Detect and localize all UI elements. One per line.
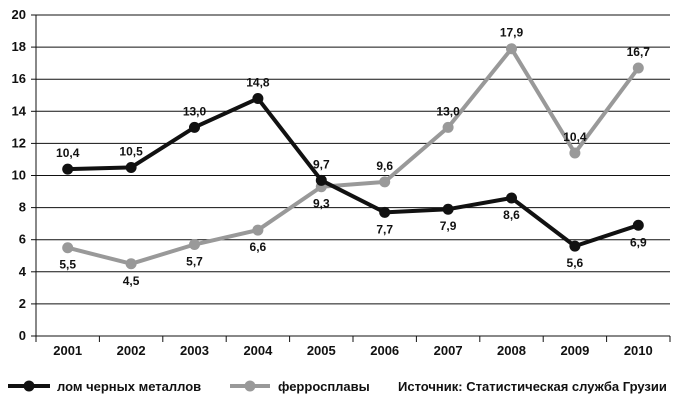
data-point-0 [569, 240, 581, 252]
data-label-0: 14,8 [246, 75, 270, 89]
data-labels: 10,4 10,5 13,0 14,8 9,7 7,7 7,9 8,6 5,6 6,9 5,5 4,5… [56, 26, 650, 288]
data-label-1: 9,3 [313, 197, 330, 211]
legend-swatch-marker [23, 380, 35, 392]
data-point-0 [252, 92, 264, 104]
x-tick-label: 2001 [53, 343, 82, 358]
series-line-0 [67, 96, 639, 249]
data-label-0: 7,7 [376, 222, 393, 236]
data-label-1: 16,7 [627, 45, 651, 59]
legend-label: ферросплавы [278, 379, 370, 394]
data-point-1 [442, 121, 454, 133]
data-point-1 [506, 43, 517, 55]
x-tick-label: 2008 [497, 343, 526, 358]
x-tick-label: 2006 [370, 343, 399, 358]
x-axis-ticks: 2001 2002 2003 2004 2005 2006 2007 2008 2009 2010 [53, 343, 653, 358]
y-tick-label: 10 [12, 168, 26, 183]
series-layer [62, 43, 644, 270]
data-label-0: 6,9 [630, 235, 647, 249]
y-axis-ticks: 0 2 4 6 8 10 12 14 16 18 20 [12, 7, 27, 343]
data-point-0 [315, 174, 327, 186]
data-point-1 [125, 258, 137, 270]
data-label-0: 13,0 [183, 104, 207, 118]
x-tick-label: 2010 [624, 343, 653, 358]
data-label-1: 10,4 [563, 130, 587, 144]
data-point-0 [189, 121, 200, 133]
x-tick-label: 2002 [117, 343, 146, 358]
data-label-1: 5,7 [186, 255, 203, 269]
y-tick-label: 4 [19, 264, 27, 279]
data-label-1: 5,5 [59, 258, 76, 272]
grid [31, 14, 671, 342]
data-label-0: 8,6 [503, 208, 520, 222]
data-point-1 [379, 176, 391, 188]
y-tick-label: 16 [12, 71, 26, 86]
data-point-1 [569, 147, 581, 159]
data-label-0: 10,4 [56, 146, 80, 160]
source-note: Источник: Статистическая служба Грузии [398, 379, 667, 394]
data-point-0 [125, 161, 137, 173]
series-line-1 [67, 46, 640, 266]
data-label-1: 13,0 [436, 104, 460, 118]
legend-label: лом черных металлов [57, 379, 201, 394]
x-tick-label: 2004 [243, 343, 273, 358]
y-tick-label: 8 [19, 200, 26, 215]
data-label-0: 5,6 [567, 256, 584, 270]
data-point-0 [62, 163, 74, 175]
data-point-0 [442, 203, 454, 215]
data-label-1: 9,6 [376, 159, 393, 173]
x-tick-label: 2005 [307, 343, 336, 358]
data-point-0 [632, 219, 644, 231]
data-label-0: 7,9 [440, 219, 457, 233]
y-tick-label: 12 [12, 135, 26, 150]
y-tick-label: 20 [12, 7, 26, 22]
legend-swatch-marker [244, 380, 256, 392]
y-tick-label: 6 [19, 232, 26, 247]
x-tick-label: 2009 [560, 343, 589, 358]
y-tick-label: 14 [12, 103, 27, 118]
data-point-1 [632, 62, 644, 74]
data-point-1 [62, 242, 74, 254]
data-label-1: 6,6 [250, 240, 267, 254]
y-tick-label: 0 [19, 328, 26, 343]
data-label-1: 4,5 [123, 274, 140, 288]
data-label-0: 10,5 [119, 144, 143, 158]
data-point-1 [252, 224, 264, 236]
data-point-0 [506, 192, 517, 204]
data-label-0: 9,7 [313, 157, 330, 171]
y-tick-label: 18 [12, 39, 26, 54]
x-tick-label: 2007 [434, 343, 463, 358]
x-tick-label: 2003 [180, 343, 209, 358]
data-label-1: 17,9 [500, 26, 524, 40]
data-point-0 [379, 206, 391, 218]
y-tick-label: 2 [19, 296, 26, 311]
data-point-1 [189, 239, 200, 251]
legend: лом черных металлов ферросплавы Источник: … [8, 379, 667, 394]
